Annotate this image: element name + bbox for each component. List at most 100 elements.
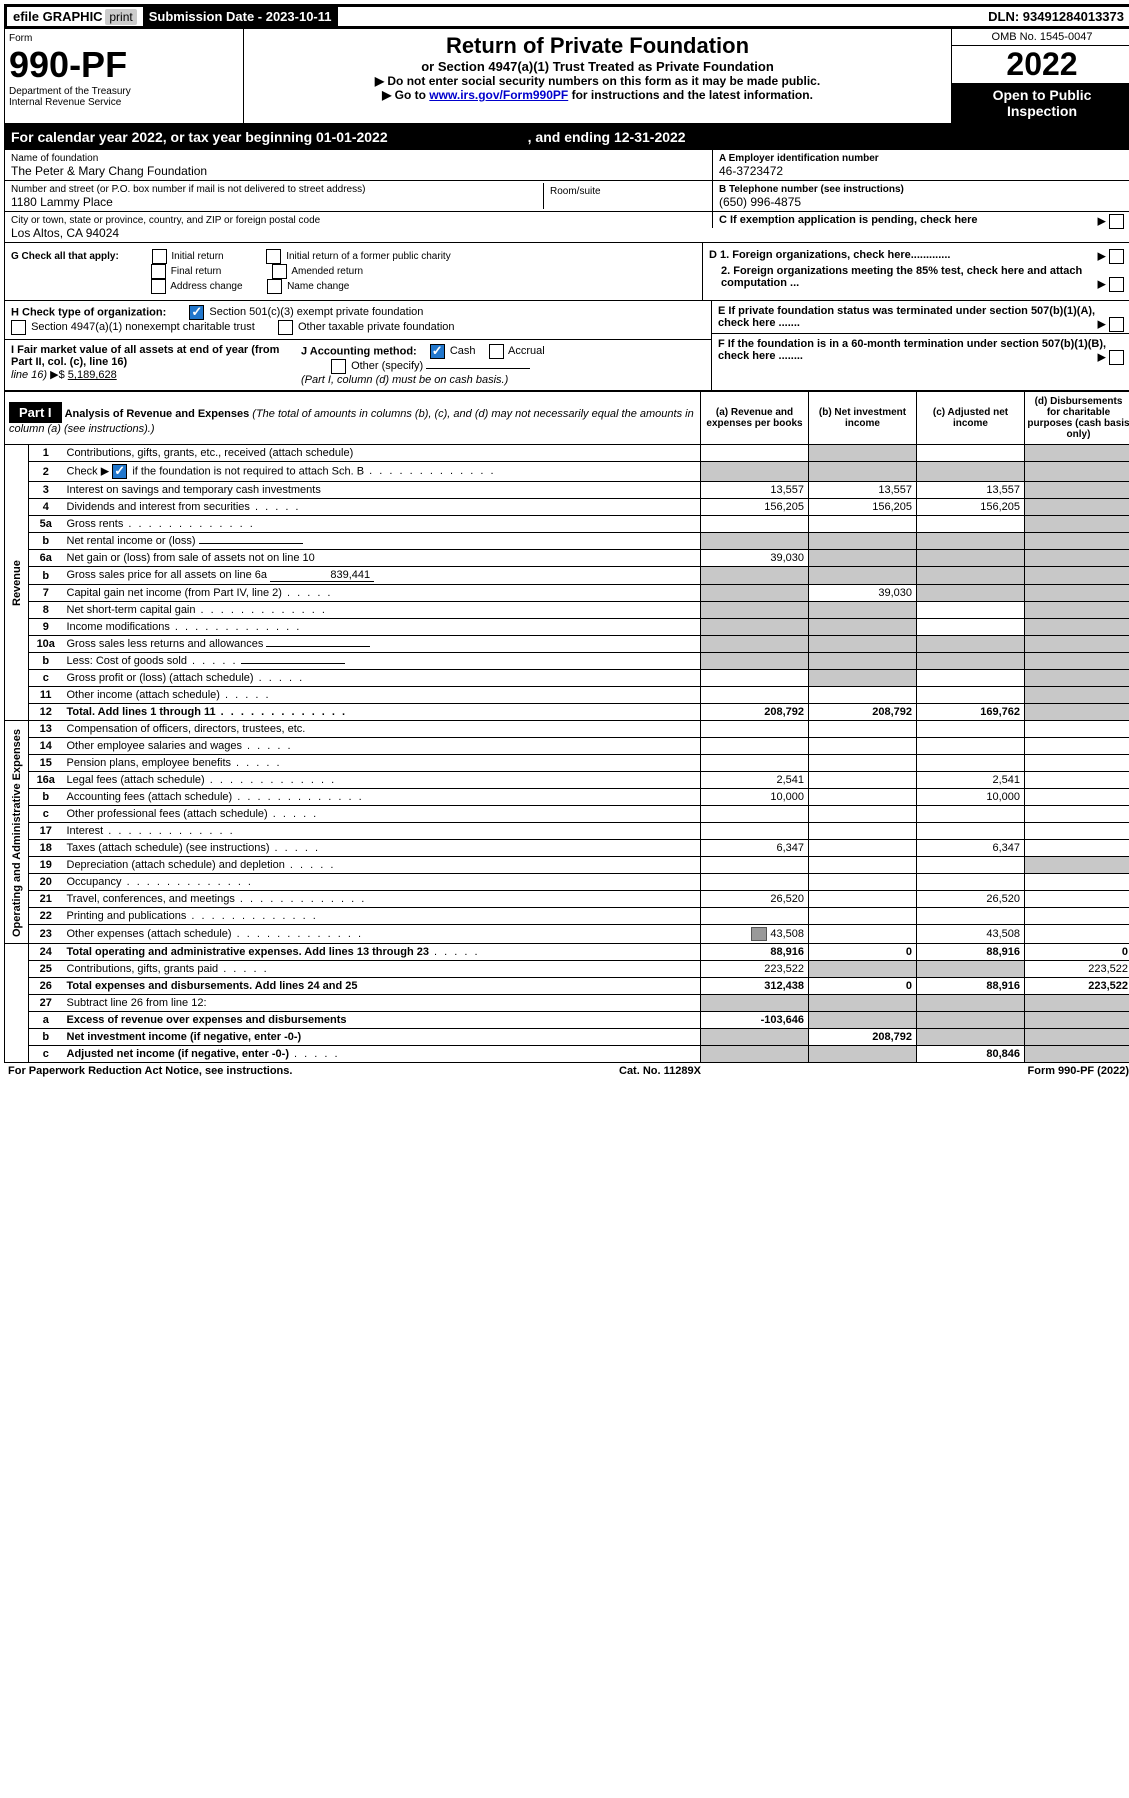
line-desc: Travel, conferences, and meetings bbox=[63, 891, 701, 908]
table-row: 7 Capital gain net income (from Part IV,… bbox=[5, 585, 1129, 602]
form-header: Form 990-PF Department of the Treasury I… bbox=[4, 29, 1129, 124]
hij-left: H Check type of organization: Section 50… bbox=[5, 301, 712, 390]
checkbox-amended[interactable] bbox=[272, 264, 287, 279]
line-num: 15 bbox=[29, 755, 63, 772]
footer-cat: Cat. No. 11289X bbox=[619, 1065, 701, 1077]
d2-label: 2. Foreign organizations meeting the 85%… bbox=[721, 265, 1082, 289]
line-desc: Accounting fees (attach schedule) bbox=[63, 789, 701, 806]
r19-desc: Depreciation (attach schedule) and deple… bbox=[67, 859, 285, 871]
form-word: Form bbox=[9, 33, 32, 44]
checkbox-initial-return[interactable] bbox=[152, 249, 167, 264]
amount: 80,846 bbox=[917, 1046, 1025, 1063]
checkbox-address-change[interactable] bbox=[151, 279, 166, 294]
instruction-1: ▶ Do not enter social security numbers o… bbox=[248, 74, 947, 88]
section-c-checkbox[interactable] bbox=[1109, 214, 1124, 229]
line-num: 23 bbox=[29, 925, 63, 944]
line-num: 10a bbox=[29, 636, 63, 653]
section-g-d: G Check all that apply: Initial return I… bbox=[4, 243, 1129, 301]
phone-label: B Telephone number (see instructions) bbox=[719, 184, 904, 195]
f-label: F If the foundation is in a 60-month ter… bbox=[718, 338, 1106, 362]
line-num: a bbox=[29, 1012, 63, 1029]
line-num: 4 bbox=[29, 499, 63, 516]
header-left: Form 990-PF Department of the Treasury I… bbox=[5, 29, 244, 123]
table-row: 19 Depreciation (attach schedule) and de… bbox=[5, 857, 1129, 874]
r2-pre: Check ▶ bbox=[67, 465, 110, 477]
line-desc: Gross rents bbox=[63, 516, 701, 533]
form-number: 990-PF bbox=[9, 44, 127, 85]
amount: 26,520 bbox=[917, 891, 1025, 908]
checkbox-other-taxable[interactable] bbox=[278, 320, 293, 335]
amount: 6,347 bbox=[701, 840, 809, 857]
line-num: 13 bbox=[29, 721, 63, 738]
line-desc: Capital gain net income (from Part IV, l… bbox=[63, 585, 701, 602]
opt-501c3: Section 501(c)(3) exempt private foundat… bbox=[209, 306, 423, 318]
r15-desc: Pension plans, employee benefits bbox=[67, 757, 232, 769]
submission-date-box: Submission Date - 2023-10-11 bbox=[143, 7, 338, 26]
line-desc: Net gain or (loss) from sale of assets n… bbox=[63, 550, 701, 567]
r16a-desc: Legal fees (attach schedule) bbox=[67, 774, 205, 786]
opt-other-method: Other (specify) bbox=[351, 360, 423, 372]
section-f: F If the foundation is in a 60-month ter… bbox=[712, 334, 1129, 366]
checkbox-initial-former[interactable] bbox=[266, 249, 281, 264]
line-desc: Other professional fees (attach schedule… bbox=[63, 806, 701, 823]
city-cell: City or town, state or province, country… bbox=[5, 212, 712, 242]
checkbox-other-method[interactable] bbox=[331, 359, 346, 374]
line-num: 2 bbox=[29, 462, 63, 482]
i-label: I Fair market value of all assets at end… bbox=[11, 344, 279, 368]
line-num: c bbox=[29, 806, 63, 823]
r21-desc: Travel, conferences, and meetings bbox=[67, 893, 235, 905]
d2-checkbox[interactable] bbox=[1109, 277, 1124, 292]
address-cell: Number and street (or P.O. box number if… bbox=[5, 181, 712, 212]
opt-accrual: Accrual bbox=[508, 345, 545, 357]
open-public-label: Open to Public Inspection bbox=[952, 83, 1129, 123]
line-num: 7 bbox=[29, 585, 63, 602]
header-right: OMB No. 1545-0047 2022 Open to Public In… bbox=[952, 29, 1129, 123]
irs-label: Internal Revenue Service bbox=[9, 97, 121, 108]
entity-info: Name of foundation The Peter & Mary Chan… bbox=[4, 150, 1129, 243]
line-desc: Taxes (attach schedule) (see instruction… bbox=[63, 840, 701, 857]
print-button[interactable]: print bbox=[105, 9, 136, 25]
i-line16: line 16) bbox=[11, 369, 47, 381]
checkbox-cash[interactable] bbox=[430, 344, 445, 359]
e-checkbox[interactable] bbox=[1109, 317, 1124, 332]
amount: 223,522 bbox=[1025, 978, 1129, 995]
r10c-desc: Gross profit or (loss) (attach schedule) bbox=[67, 672, 254, 684]
line-num: 21 bbox=[29, 891, 63, 908]
line-desc: Printing and publications bbox=[63, 908, 701, 925]
room-suite-label: Room/suite bbox=[550, 186, 601, 197]
line-num: c bbox=[29, 1046, 63, 1063]
f-checkbox[interactable] bbox=[1109, 350, 1124, 365]
attachment-icon[interactable] bbox=[751, 927, 767, 941]
table-row: 11 Other income (attach schedule) bbox=[5, 687, 1129, 704]
checkbox-4947[interactable] bbox=[11, 320, 26, 335]
r14-desc: Other employee salaries and wages bbox=[67, 740, 242, 752]
city-value: Los Altos, CA 94024 bbox=[11, 226, 119, 240]
i-prefix: ▶$ bbox=[50, 369, 65, 381]
table-row: 12 Total. Add lines 1 through 11 208,792… bbox=[5, 704, 1129, 721]
checkbox-final-return[interactable] bbox=[151, 264, 166, 279]
table-row: 6a Net gain or (loss) from sale of asset… bbox=[5, 550, 1129, 567]
r6b-inline: 839,441 bbox=[270, 569, 374, 582]
irs-link[interactable]: www.irs.gov/Form990PF bbox=[429, 88, 568, 102]
foundation-name-cell: Name of foundation The Peter & Mary Chan… bbox=[5, 150, 712, 181]
checkbox-name-change[interactable] bbox=[267, 279, 282, 294]
amount: 0 bbox=[1025, 944, 1129, 961]
r5b-desc: Net rental income or (loss) bbox=[67, 535, 196, 547]
ein-cell: A Employer identification number 46-3723… bbox=[712, 150, 1129, 181]
table-row: b Gross sales price for all assets on li… bbox=[5, 567, 1129, 585]
table-row: 15 Pension plans, employee benefits bbox=[5, 755, 1129, 772]
checkbox-sch-b[interactable] bbox=[112, 464, 127, 479]
amount: 312,438 bbox=[701, 978, 809, 995]
r10a-inline bbox=[266, 646, 370, 647]
checkbox-accrual[interactable] bbox=[489, 344, 504, 359]
j-label: J Accounting method: bbox=[301, 345, 417, 357]
d1-checkbox[interactable] bbox=[1109, 249, 1124, 264]
revenue-side-label: Revenue bbox=[5, 445, 29, 721]
line-num: 25 bbox=[29, 961, 63, 978]
line-num: 5a bbox=[29, 516, 63, 533]
table-row: c Gross profit or (loss) (attach schedul… bbox=[5, 670, 1129, 687]
table-row: 26 Total expenses and disbursements. Add… bbox=[5, 978, 1129, 995]
checkbox-501c3[interactable] bbox=[189, 305, 204, 320]
r18-desc: Taxes (attach schedule) (see instruction… bbox=[67, 842, 270, 854]
form-subtitle: or Section 4947(a)(1) Trust Treated as P… bbox=[248, 59, 947, 74]
